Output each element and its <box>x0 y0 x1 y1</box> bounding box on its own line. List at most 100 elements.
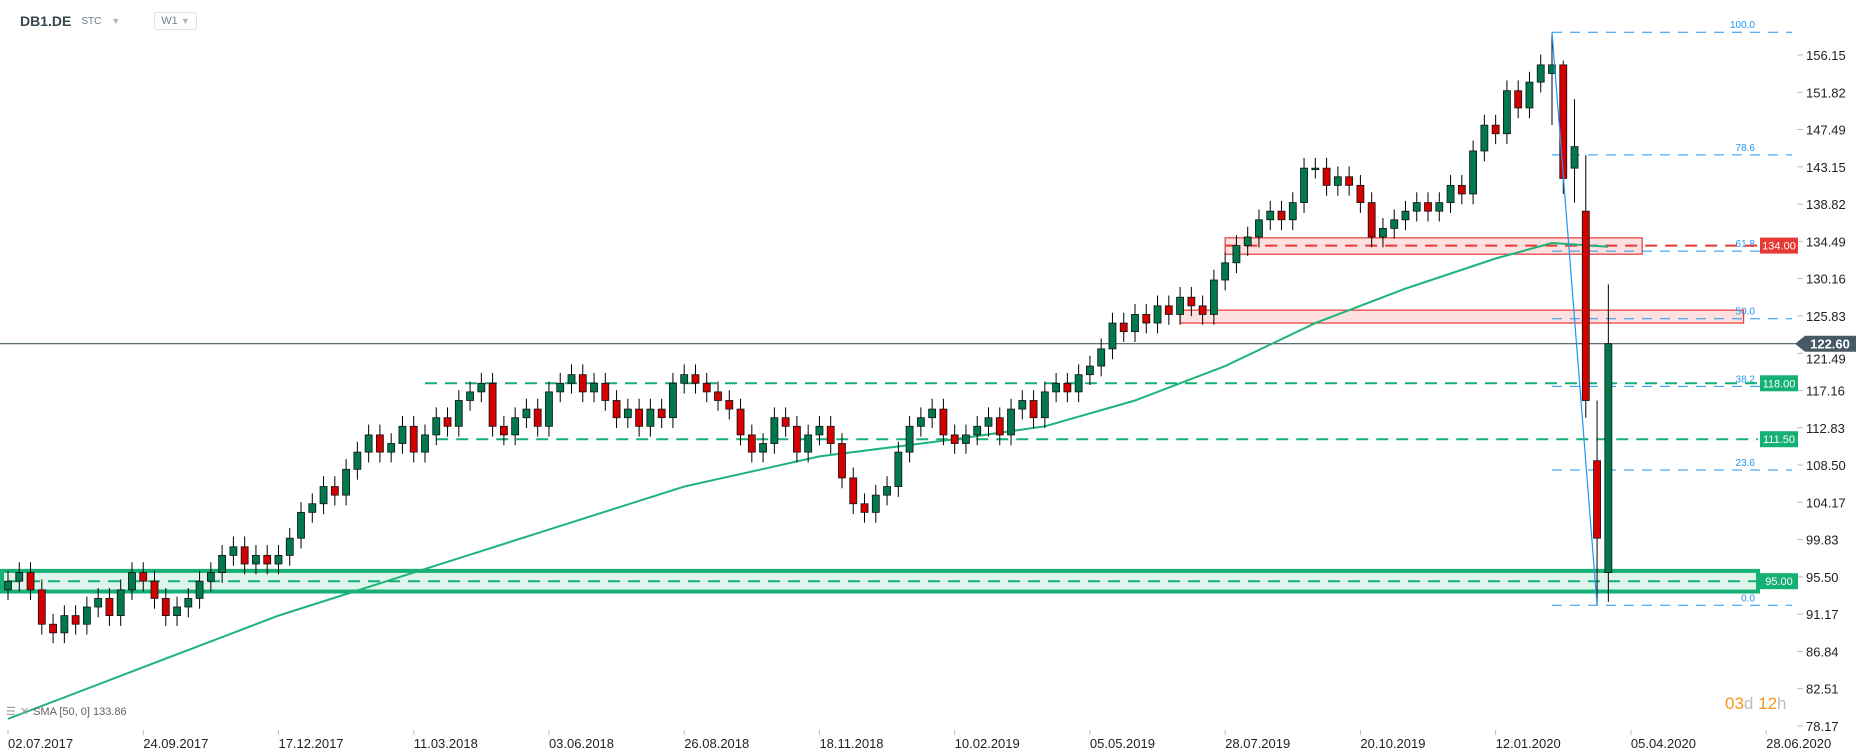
candle-down <box>499 425 508 436</box>
candle-down <box>1581 210 1590 401</box>
candle-down <box>1119 322 1128 333</box>
candle-up <box>4 580 12 591</box>
candle-down <box>105 598 114 617</box>
candle-down <box>533 408 542 427</box>
candle-up <box>1074 374 1083 393</box>
candle-down <box>1457 184 1466 195</box>
x-tick-label: 03.06.2018 <box>549 736 614 751</box>
candle-down <box>781 417 790 427</box>
candle-up <box>1379 227 1387 238</box>
y-tick-label: 156.15 <box>1806 48 1846 63</box>
x-tick-label: 11.03.2018 <box>414 736 478 751</box>
candle-up <box>1221 262 1230 281</box>
candle-up <box>1604 343 1613 573</box>
candle-up <box>1097 348 1106 367</box>
candle-down <box>1593 460 1601 539</box>
y-tick-label: 86.84 <box>1806 644 1839 659</box>
candle-down <box>995 417 1004 436</box>
y-tick-label: 99.83 <box>1806 533 1839 548</box>
candle-down <box>860 503 869 513</box>
candle-down <box>161 598 170 617</box>
last-price-tag <box>1795 335 1856 352</box>
candle-down <box>37 589 46 625</box>
level-tag-label: 111.50 <box>1763 434 1795 446</box>
candle-up <box>1300 167 1308 203</box>
symbol-label: DB1.DE <box>20 13 72 29</box>
candle-up <box>759 443 767 453</box>
candle-up <box>60 615 69 634</box>
x-tick-label: 02.07.2017 <box>8 736 73 751</box>
candle-up <box>669 382 677 419</box>
candle-down <box>657 408 666 419</box>
sma-legend-label: SMA [50, 0] 133.86 <box>33 705 127 718</box>
candle-down <box>1277 210 1286 221</box>
candle-down <box>488 382 497 427</box>
candle-up <box>883 486 891 496</box>
candle-down <box>1367 202 1376 238</box>
candle-up <box>1401 210 1410 221</box>
x-tick-label: 05.04.2020 <box>1631 736 1696 751</box>
candle-down <box>939 408 948 436</box>
candle-down <box>240 546 249 565</box>
candle-down <box>409 425 418 453</box>
level-tag-label: 118.00 <box>1763 378 1796 390</box>
candle-down <box>139 572 148 582</box>
candle-up <box>82 606 91 625</box>
y-tick-label: 138.82 <box>1806 197 1846 212</box>
candle-up <box>421 434 429 453</box>
x-tick-label: 28.07.2019 <box>1225 736 1290 751</box>
candle-up <box>319 486 328 505</box>
candle-up <box>770 417 779 444</box>
candle-up <box>285 537 294 556</box>
last-price-label: 122.60 <box>1810 337 1850 352</box>
candle-up <box>1288 202 1297 221</box>
candle-up <box>511 417 520 436</box>
chart-header: DB1.DE STC ▼ W1 ▼ <box>20 12 197 30</box>
y-tick-label: 104.17 <box>1806 495 1846 510</box>
level-tag-label: 95.00 <box>1765 576 1793 588</box>
close-icon[interactable]: ✕ <box>19 706 30 718</box>
candle-down <box>1559 64 1568 179</box>
candle-down <box>725 400 734 410</box>
hours-unit: h <box>1777 694 1787 713</box>
candle-down <box>612 400 621 419</box>
candle-up <box>815 425 824 436</box>
chevron-down-icon[interactable]: ▼ <box>111 16 121 26</box>
candle-up <box>1153 305 1162 324</box>
indicator-legend[interactable]: ☰ ✕ SMA [50, 0] 133.86 <box>6 705 127 719</box>
y-tick-label: 91.17 <box>1806 607 1839 622</box>
candle-down <box>443 417 452 427</box>
candle-down <box>736 408 745 436</box>
candle-countdown: 03d 12h <box>1725 694 1787 714</box>
fib-level-label: 50.0 <box>1736 307 1756 318</box>
candle-down <box>838 443 846 479</box>
x-tick-label: 18.11.2018 <box>819 736 883 751</box>
candle-up <box>1503 90 1511 135</box>
candle-up <box>567 374 576 384</box>
fib-level-label: 38.2 <box>1736 374 1756 385</box>
candle-up <box>229 546 238 556</box>
candle-up <box>1108 322 1117 350</box>
x-tick-label: 26.08.2018 <box>684 736 749 751</box>
x-tick-label: 28.06.2020 <box>1766 736 1831 751</box>
candle-up <box>128 572 136 591</box>
candle-up <box>1266 210 1275 221</box>
y-tick-label: 112.83 <box>1806 421 1845 436</box>
y-tick-label: 130.16 <box>1806 272 1846 287</box>
chevron-down-icon: ▼ <box>180 16 190 26</box>
candle-up <box>680 374 689 384</box>
settings-icon[interactable]: ☰ <box>6 706 16 718</box>
hours-value: 12 <box>1758 694 1778 713</box>
timeframe-dropdown[interactable]: W1 ▼ <box>154 12 197 30</box>
candle-up <box>353 451 362 470</box>
candle-up <box>218 554 227 573</box>
x-tick-label: 17.12.2017 <box>278 736 343 751</box>
candle-down <box>635 408 644 427</box>
candle-down <box>849 477 858 505</box>
candle-down <box>747 434 756 453</box>
candle-down <box>950 434 959 444</box>
candle-up <box>1131 314 1139 333</box>
candle-up <box>1040 391 1049 419</box>
candle-down <box>376 434 384 453</box>
